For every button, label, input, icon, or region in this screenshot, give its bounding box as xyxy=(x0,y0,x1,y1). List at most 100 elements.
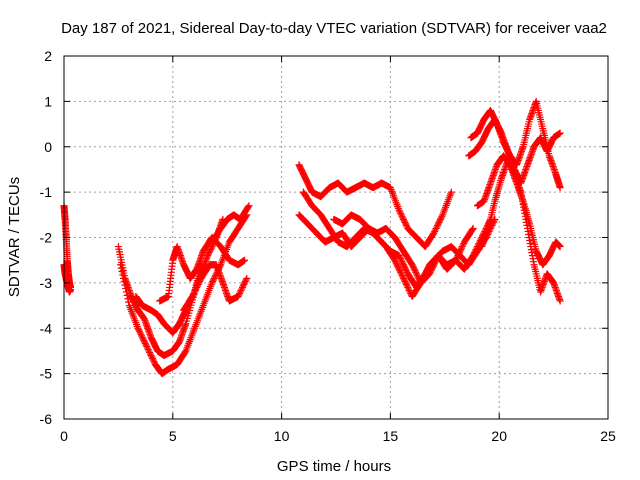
data-point xyxy=(435,218,443,226)
data-point xyxy=(556,297,564,305)
data-point xyxy=(404,283,412,291)
data-point xyxy=(399,261,407,269)
data-point xyxy=(150,358,158,366)
data-point xyxy=(556,129,564,137)
data-point xyxy=(397,209,405,217)
data-point xyxy=(207,246,215,254)
data-point xyxy=(402,221,410,229)
data-point xyxy=(427,267,435,275)
x-tick-label: 15 xyxy=(383,428,399,444)
x-tick-label: 5 xyxy=(169,428,177,444)
series-track-l xyxy=(330,211,494,287)
data-point xyxy=(402,265,410,273)
data-point xyxy=(410,264,418,272)
data-point xyxy=(394,264,402,272)
data-point xyxy=(138,332,146,340)
data-point xyxy=(398,212,406,220)
data-point xyxy=(395,265,403,273)
data-point xyxy=(148,353,156,361)
data-point xyxy=(123,291,131,299)
data-point xyxy=(434,221,442,229)
data-point xyxy=(238,285,246,293)
data-point xyxy=(411,267,419,275)
data-point xyxy=(396,208,404,216)
data-point xyxy=(139,335,147,343)
data-points xyxy=(60,97,564,378)
data-point xyxy=(426,270,434,278)
series-track-g xyxy=(180,261,251,314)
series-track-d xyxy=(117,211,251,378)
data-point xyxy=(141,338,149,346)
data-point xyxy=(428,265,436,273)
data-point xyxy=(146,348,154,356)
data-point xyxy=(236,289,244,297)
data-point xyxy=(415,274,423,282)
data-point xyxy=(436,215,444,223)
data-point xyxy=(399,259,407,267)
axis-ticks xyxy=(63,55,609,420)
data-point xyxy=(241,279,249,287)
data-point xyxy=(119,271,127,279)
data-point xyxy=(188,292,196,300)
y-tick-label: -2 xyxy=(40,230,53,246)
data-point xyxy=(399,273,407,281)
data-point xyxy=(396,253,404,261)
data-point xyxy=(244,203,252,211)
data-point xyxy=(398,258,406,266)
data-point xyxy=(245,202,253,210)
data-point xyxy=(146,350,154,358)
data-point xyxy=(437,214,445,222)
data-point xyxy=(144,345,152,353)
data-point xyxy=(431,258,439,266)
data-point xyxy=(122,288,130,296)
data-point xyxy=(147,351,155,359)
data-point xyxy=(124,295,132,303)
data-point xyxy=(239,282,247,290)
data-point xyxy=(238,283,246,291)
data-point xyxy=(118,268,126,276)
data-point xyxy=(409,262,417,270)
y-tick-label: -1 xyxy=(40,184,53,200)
data-point xyxy=(400,262,408,270)
data-point xyxy=(413,271,421,279)
data-point xyxy=(431,226,439,234)
data-point xyxy=(191,288,199,296)
data-point xyxy=(392,259,400,267)
data-point xyxy=(434,220,442,228)
data-point xyxy=(432,256,440,264)
data-point xyxy=(397,255,405,263)
data-point xyxy=(149,356,157,364)
data-point xyxy=(472,246,480,254)
data-point xyxy=(141,339,149,347)
x-tick-label: 20 xyxy=(491,428,507,444)
data-point xyxy=(457,244,465,252)
data-point xyxy=(395,206,403,214)
data-point xyxy=(471,249,479,257)
data-point xyxy=(140,336,148,344)
data-point xyxy=(122,285,130,293)
data-point xyxy=(236,288,244,296)
data-point xyxy=(428,264,436,272)
series-track-h xyxy=(208,202,253,246)
data-point xyxy=(400,217,408,225)
data-point xyxy=(401,218,409,226)
data-point xyxy=(438,212,446,220)
x-tick-label: 25 xyxy=(600,428,616,444)
data-point xyxy=(397,268,405,276)
data-point xyxy=(395,252,403,260)
data-point xyxy=(208,279,216,287)
data-point xyxy=(117,264,125,272)
y-tick-label: 1 xyxy=(44,93,52,109)
x-tick-label: 10 xyxy=(274,428,290,444)
data-point xyxy=(471,247,479,255)
data-point xyxy=(402,279,410,287)
data-point xyxy=(459,241,467,249)
data-point xyxy=(145,347,153,355)
data-point xyxy=(447,188,455,196)
data-point xyxy=(138,333,146,341)
data-point xyxy=(181,348,189,356)
y-tick-labels: -6 -5 -4 -3 -2 -1 0 1 2 xyxy=(40,48,53,427)
x-axis-label: GPS time / hours xyxy=(277,458,391,475)
y-tick-label: -5 xyxy=(40,366,53,382)
